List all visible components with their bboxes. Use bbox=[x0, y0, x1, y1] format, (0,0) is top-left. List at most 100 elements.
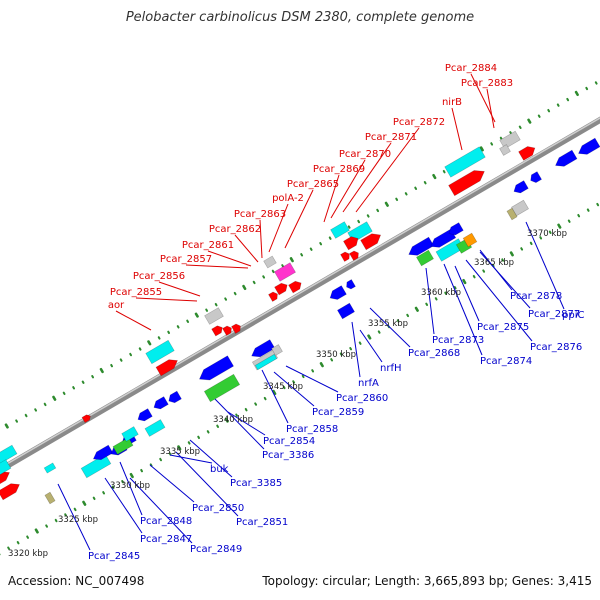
lower-gene-label: Pcar_2873 bbox=[432, 335, 484, 346]
gene-shape bbox=[254, 353, 278, 371]
lower-gene-label: Pcar_2850 bbox=[192, 503, 244, 514]
upper-leader-line bbox=[323, 174, 340, 223]
lower-gene-20 bbox=[329, 285, 347, 300]
gene-shape bbox=[416, 249, 434, 267]
major-tick bbox=[414, 306, 419, 312]
lower-gene-33 bbox=[506, 207, 518, 221]
minor-tick bbox=[585, 86, 589, 91]
upper-gene-10 bbox=[274, 262, 296, 282]
major-tick bbox=[462, 278, 467, 285]
upper-leader-line bbox=[330, 159, 366, 219]
upper-gene-label: Pcar_2865 bbox=[287, 179, 339, 190]
gene-shape bbox=[203, 373, 241, 403]
tick-marks bbox=[0, 81, 600, 556]
minor-tick bbox=[529, 241, 533, 246]
minor-tick bbox=[376, 208, 380, 213]
upper-leader-line bbox=[355, 127, 420, 213]
minor-tick bbox=[539, 236, 543, 240]
upper-gene-22 bbox=[499, 130, 521, 150]
minor-tick bbox=[309, 247, 313, 251]
minor-tick bbox=[577, 213, 581, 218]
lower-gene-label: Pcar_3386 bbox=[262, 450, 314, 461]
scale-label: 3370 kbp bbox=[527, 229, 567, 239]
minor-tick bbox=[499, 136, 503, 141]
gene-shape bbox=[43, 462, 57, 474]
lower-leader-line bbox=[129, 477, 193, 544]
major-tick bbox=[574, 90, 579, 97]
upper-gene-label: Pcar_2871 bbox=[365, 132, 417, 143]
lower-gene-label: buk bbox=[210, 464, 229, 475]
gene-shape bbox=[330, 221, 350, 239]
gene-shape bbox=[360, 233, 382, 251]
upper-gene-2 bbox=[0, 471, 10, 489]
upper-gene-23 bbox=[499, 144, 511, 156]
upper-gene-label: Pcar_2861 bbox=[182, 240, 234, 251]
label-leader-lines bbox=[57, 73, 565, 551]
gene-shape bbox=[144, 419, 166, 437]
gene-shape bbox=[121, 426, 139, 442]
minor-tick bbox=[140, 468, 144, 473]
minor-tick bbox=[349, 346, 353, 351]
gene-shape bbox=[448, 222, 464, 236]
major-tick bbox=[432, 173, 437, 180]
minor-tick bbox=[62, 391, 66, 396]
minor-tick bbox=[311, 369, 315, 373]
upper-leader-line bbox=[158, 281, 201, 297]
minor-tick bbox=[520, 247, 524, 251]
scale-label: 3365 kbp bbox=[474, 258, 514, 268]
minor-tick bbox=[328, 236, 332, 240]
lower-leader-line bbox=[169, 454, 213, 464]
upper-gene-8 bbox=[231, 323, 241, 334]
minor-tick bbox=[358, 341, 362, 345]
minor-tick bbox=[594, 81, 598, 85]
upper-leader-line bbox=[284, 189, 314, 249]
scale-label: 3340 kbp bbox=[213, 415, 253, 425]
gene-shape bbox=[168, 390, 182, 404]
lower-leader-line bbox=[213, 397, 265, 450]
gene-shape bbox=[145, 339, 175, 365]
upper-gene-1 bbox=[0, 444, 18, 466]
lower-gene-35 bbox=[555, 149, 578, 167]
scale-label: 3335 kbp bbox=[160, 447, 200, 457]
upper-leader-line bbox=[486, 88, 495, 129]
lower-leader-line bbox=[149, 464, 195, 503]
lower-gene-25 bbox=[430, 228, 457, 248]
minor-tick bbox=[167, 330, 171, 335]
gene-shape bbox=[444, 146, 486, 178]
major-tick bbox=[82, 500, 87, 506]
minor-tick bbox=[566, 97, 570, 102]
minor-tick bbox=[45, 524, 49, 528]
upper-gene-label: Pcar_2883 bbox=[461, 78, 513, 89]
minor-tick bbox=[444, 291, 448, 295]
lower-gene-31 bbox=[530, 171, 542, 183]
minor-tick bbox=[73, 507, 77, 512]
minor-tick bbox=[596, 202, 600, 207]
minor-tick bbox=[482, 269, 486, 273]
minor-tick bbox=[214, 302, 218, 307]
lower-gene-label: Pcar_2847 bbox=[140, 534, 192, 545]
minor-tick bbox=[159, 457, 163, 462]
lower-gene-15 bbox=[203, 373, 241, 403]
lower-gene-label: Pcar_2845 bbox=[88, 551, 140, 562]
minor-tick bbox=[262, 275, 266, 279]
upper-gene-label: Pcar_2862 bbox=[209, 224, 261, 235]
lower-gene-label: Pcar_2874 bbox=[480, 356, 532, 367]
major-tick bbox=[177, 445, 182, 451]
upper-gene-24 bbox=[518, 146, 536, 161]
upper-gene-16 bbox=[343, 236, 359, 251]
lower-gene-8 bbox=[112, 437, 134, 455]
lower-gene-label: Pcar_2877 bbox=[528, 309, 580, 320]
gene-shape bbox=[513, 180, 529, 194]
gene-shape bbox=[329, 285, 347, 300]
minor-tick bbox=[547, 108, 551, 113]
upper-leader-line bbox=[268, 203, 289, 253]
major-tick bbox=[272, 389, 277, 396]
minor-tick bbox=[490, 142, 494, 146]
minor-tick bbox=[395, 197, 399, 202]
minor-tick bbox=[205, 308, 209, 312]
lower-leader-line bbox=[273, 371, 315, 407]
major-tick bbox=[147, 340, 152, 346]
minor-tick bbox=[15, 419, 19, 423]
major-tick bbox=[289, 257, 294, 263]
lower-gene-23 bbox=[416, 249, 434, 267]
